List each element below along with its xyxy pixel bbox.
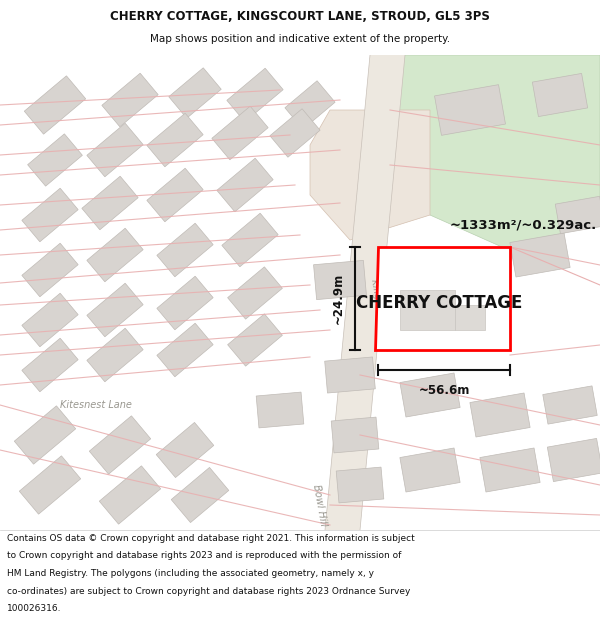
Polygon shape (227, 314, 283, 366)
Text: ~1333m²/~0.329ac.: ~1333m²/~0.329ac. (450, 219, 597, 231)
Text: ~56.6m: ~56.6m (418, 384, 470, 397)
Polygon shape (102, 73, 158, 127)
Polygon shape (510, 233, 570, 277)
Text: Kingscourt Lane: Kingscourt Lane (369, 278, 391, 352)
Polygon shape (543, 386, 597, 424)
Polygon shape (470, 393, 530, 437)
Polygon shape (157, 276, 213, 330)
Polygon shape (455, 305, 485, 330)
Polygon shape (147, 168, 203, 222)
Polygon shape (22, 338, 78, 392)
Polygon shape (400, 290, 455, 330)
Text: Bowl Hill: Bowl Hill (311, 483, 329, 527)
Text: 100026316.: 100026316. (7, 604, 62, 613)
Polygon shape (82, 176, 138, 230)
Polygon shape (28, 134, 82, 186)
Text: HM Land Registry. The polygons (including the associated geometry, namely x, y: HM Land Registry. The polygons (includin… (7, 569, 374, 578)
Polygon shape (87, 283, 143, 337)
Polygon shape (157, 323, 213, 377)
Polygon shape (400, 373, 460, 417)
Polygon shape (270, 109, 320, 158)
Text: CHERRY COTTAGE, KINGSCOURT LANE, STROUD, GL5 3PS: CHERRY COTTAGE, KINGSCOURT LANE, STROUD,… (110, 10, 490, 23)
Polygon shape (555, 196, 600, 234)
Polygon shape (156, 422, 214, 478)
Text: Map shows position and indicative extent of the property.: Map shows position and indicative extent… (150, 34, 450, 44)
Text: co-ordinates) are subject to Crown copyright and database rights 2023 Ordnance S: co-ordinates) are subject to Crown copyr… (7, 586, 410, 596)
Polygon shape (22, 243, 78, 297)
Polygon shape (310, 110, 430, 240)
Polygon shape (217, 158, 273, 212)
Polygon shape (22, 188, 78, 242)
Polygon shape (147, 113, 203, 167)
Text: Kitesnest Lane: Kitesnest Lane (60, 400, 132, 410)
Polygon shape (400, 448, 460, 492)
Polygon shape (336, 467, 384, 503)
Polygon shape (19, 456, 81, 514)
Polygon shape (370, 55, 600, 255)
Polygon shape (325, 55, 405, 530)
Polygon shape (222, 213, 278, 267)
Polygon shape (212, 106, 268, 160)
Text: to Crown copyright and database rights 2023 and is reproduced with the permissio: to Crown copyright and database rights 2… (7, 551, 401, 561)
Text: CHERRY COTTAGE: CHERRY COTTAGE (356, 294, 522, 312)
Polygon shape (547, 438, 600, 482)
Polygon shape (87, 123, 143, 177)
Polygon shape (14, 406, 76, 464)
Polygon shape (375, 247, 510, 350)
Polygon shape (157, 223, 213, 277)
Polygon shape (434, 84, 505, 136)
Polygon shape (169, 68, 221, 118)
Polygon shape (331, 417, 379, 453)
Polygon shape (87, 328, 143, 382)
Polygon shape (171, 468, 229, 522)
Polygon shape (227, 68, 283, 122)
Polygon shape (24, 76, 86, 134)
Polygon shape (256, 392, 304, 428)
Polygon shape (99, 466, 161, 524)
Text: ~24.9m: ~24.9m (332, 273, 345, 324)
Polygon shape (87, 228, 143, 282)
Polygon shape (314, 261, 367, 299)
Polygon shape (480, 448, 540, 492)
Polygon shape (89, 416, 151, 474)
Polygon shape (532, 73, 587, 117)
Polygon shape (325, 357, 376, 393)
Polygon shape (227, 267, 283, 319)
Text: Contains OS data © Crown copyright and database right 2021. This information is : Contains OS data © Crown copyright and d… (7, 534, 415, 542)
Polygon shape (285, 81, 335, 129)
Polygon shape (22, 293, 78, 347)
